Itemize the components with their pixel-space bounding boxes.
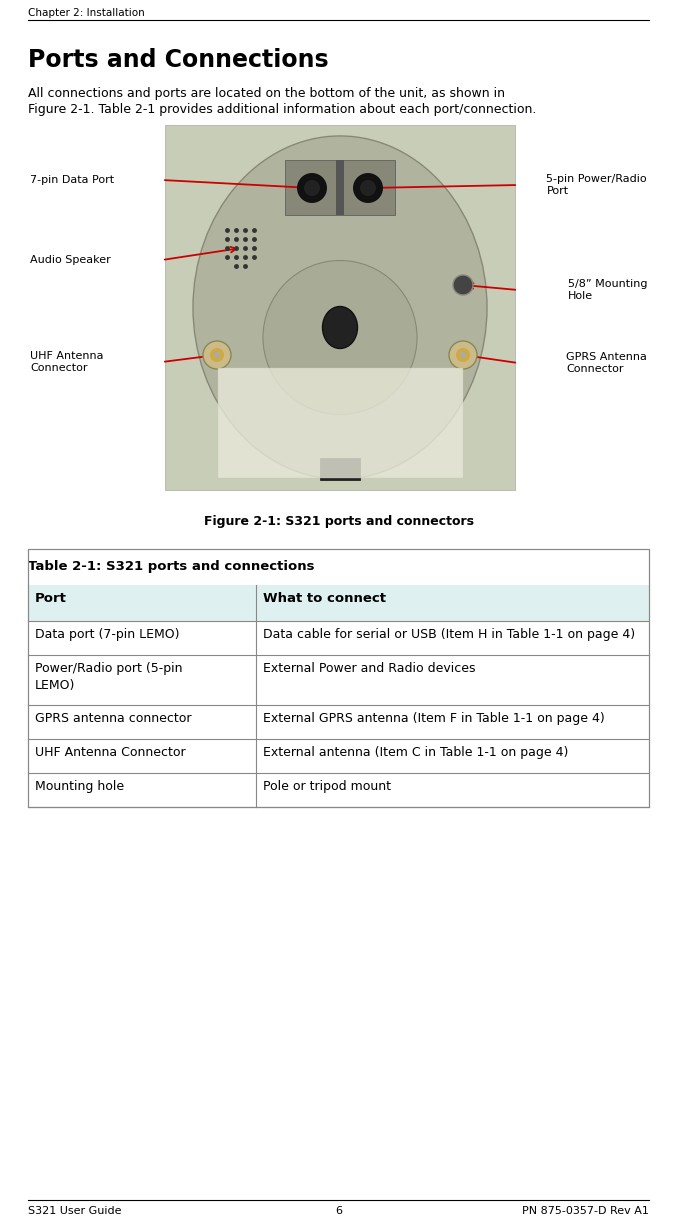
Bar [320,458,360,480]
Circle shape [304,180,320,196]
Text: What to connect: What to connect [263,592,386,606]
Text: Ports and Connections: Ports and Connections [28,47,328,72]
Bar [28,705,649,739]
Text: 5/8” Mounting
Hole: 5/8” Mounting Hole [567,278,647,302]
Text: Mounting hole: Mounting hole [35,779,124,793]
Ellipse shape [193,136,487,479]
Bar [28,585,649,621]
Circle shape [263,260,417,415]
Bar [28,739,649,773]
Text: Figure 2-1: S321 ports and connectors: Figure 2-1: S321 ports and connectors [204,516,473,528]
Text: Figure 2-1. Table 2-1 provides additional information about each port/connection: Figure 2-1. Table 2-1 provides additiona… [28,103,536,116]
Text: Audio Speaker: Audio Speaker [30,255,111,265]
Bar [336,161,344,215]
Text: External Power and Radio devices: External Power and Radio devices [263,662,475,675]
Bar [285,161,395,215]
Circle shape [449,340,477,368]
Text: 6: 6 [335,1206,342,1216]
Text: Port: Port [35,592,67,606]
Circle shape [214,351,220,358]
Text: 7-pin Data Port: 7-pin Data Port [30,175,114,185]
Bar [28,548,649,807]
Ellipse shape [322,306,357,349]
Text: PN 875-0357-D Rev A1: PN 875-0357-D Rev A1 [522,1206,649,1216]
Bar [217,367,462,478]
Bar [28,548,649,807]
Text: GPRS Antenna
Connector: GPRS Antenna Connector [566,351,647,375]
Circle shape [203,340,231,368]
Text: Table 2-1: S321 ports and connections: Table 2-1: S321 ports and connections [28,561,315,573]
Text: Pole or tripod mount: Pole or tripod mount [263,779,391,793]
Bar [28,621,649,655]
Text: Data cable for serial or USB (Item H in Table 1-1 on page 4): Data cable for serial or USB (Item H in … [263,627,635,641]
Text: External antenna (Item C in Table 1-1 on page 4): External antenna (Item C in Table 1-1 on… [263,745,569,759]
Circle shape [456,348,470,362]
Circle shape [460,351,466,358]
Text: 5-pin Power/Radio
Port: 5-pin Power/Radio Port [546,174,647,196]
Bar [165,125,515,490]
Text: UHF Antenna Connector: UHF Antenna Connector [35,745,185,759]
Bar [28,773,649,807]
Bar [28,655,649,705]
Circle shape [353,173,383,203]
Text: UHF Antenna
Connector: UHF Antenna Connector [30,350,104,373]
Circle shape [360,180,376,196]
Text: External GPRS antenna (Item F in Table 1-1 on page 4): External GPRS antenna (Item F in Table 1… [263,713,605,725]
Circle shape [297,173,327,203]
Text: Chapter 2: Installation: Chapter 2: Installation [28,9,145,18]
Text: All connections and ports are located on the bottom of the unit, as shown in: All connections and ports are located on… [28,88,505,100]
Text: S321 User Guide: S321 User Guide [28,1206,121,1216]
Text: Data port (7-pin LEMO): Data port (7-pin LEMO) [35,627,179,641]
Text: GPRS antenna connector: GPRS antenna connector [35,713,192,725]
Circle shape [210,348,224,362]
Circle shape [453,275,473,295]
Text: Power/Radio port (5-pin
LEMO): Power/Radio port (5-pin LEMO) [35,662,183,692]
